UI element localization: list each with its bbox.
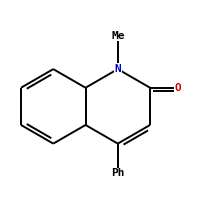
- Text: O: O: [175, 83, 181, 93]
- Text: Me: Me: [111, 31, 125, 41]
- Text: Ph: Ph: [111, 168, 125, 178]
- Text: N: N: [114, 64, 121, 74]
